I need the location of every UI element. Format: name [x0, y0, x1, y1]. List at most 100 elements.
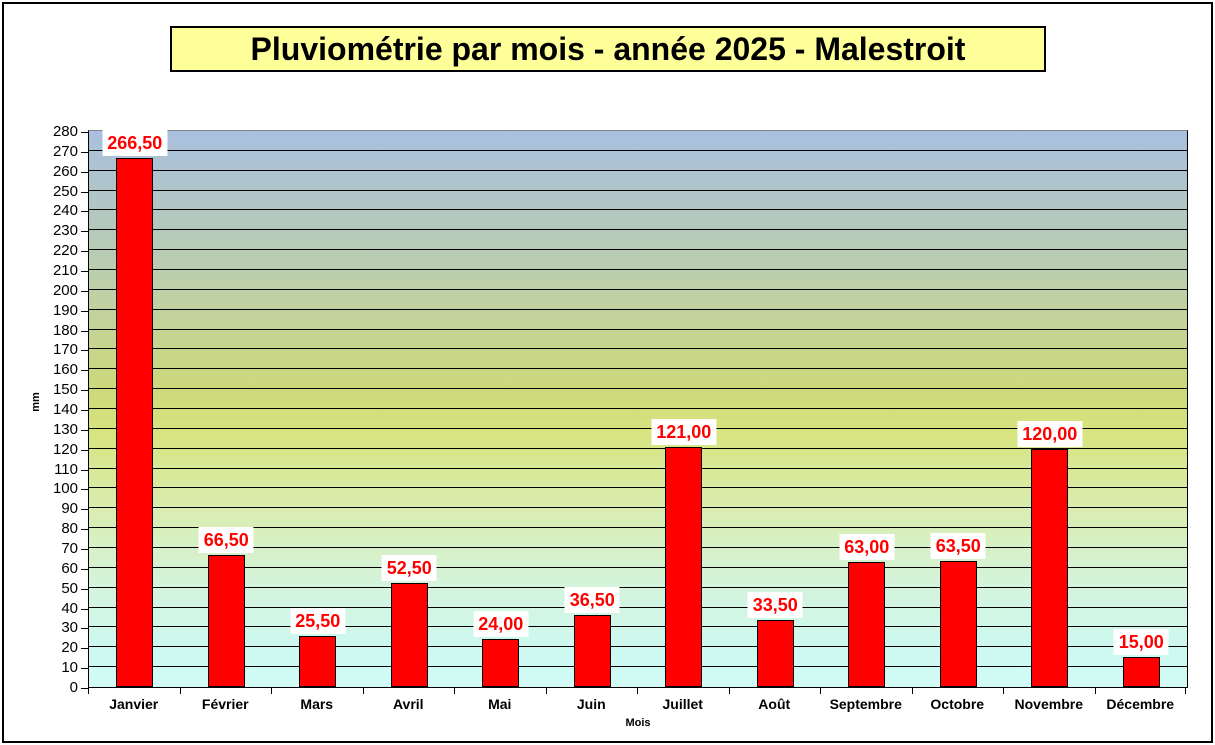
- bar-value-label: 15,00: [1113, 629, 1169, 656]
- bar-value-label: 121,00: [651, 418, 717, 445]
- y-axis-tick: [81, 251, 88, 253]
- x-axis-category-label: Juillet: [662, 696, 703, 712]
- bar-décembre: [1122, 657, 1160, 687]
- bar-juillet: [665, 446, 703, 687]
- x-axis-tick: [545, 688, 547, 694]
- y-axis-tick: [81, 132, 88, 133]
- gridline: [89, 467, 1187, 469]
- x-axis-title: Mois: [625, 717, 651, 729]
- bar-value-label: 120,00: [1017, 420, 1083, 447]
- y-axis-tick: [81, 469, 88, 471]
- y-axis-tick-label: 160: [52, 361, 78, 379]
- y-axis-tick-label: 200: [52, 281, 78, 299]
- y-axis-tick-label: 230: [52, 222, 78, 240]
- y-axis-tick-label: 30: [61, 619, 78, 637]
- gridline: [89, 189, 1187, 191]
- x-axis-category-label: Décembre: [1106, 696, 1175, 712]
- x-axis-category-label: Septembre: [829, 696, 902, 712]
- x-axis-ticks: [88, 688, 1188, 695]
- y-axis-tick: [81, 568, 88, 570]
- y-axis-tick: [81, 688, 88, 689]
- gridline: [89, 408, 1187, 409]
- gridline: [89, 566, 1187, 568]
- y-axis-tick: [81, 290, 88, 292]
- x-axis-tick: [911, 688, 913, 694]
- x-axis-tick: [88, 688, 89, 694]
- bar-value-label: 66,50: [198, 526, 254, 553]
- gridline: [89, 209, 1187, 211]
- y-axis-tick: [81, 449, 88, 451]
- gridline: [89, 606, 1187, 608]
- y-axis-ticks: [81, 130, 88, 689]
- gridline: [89, 308, 1187, 310]
- bar-juin: [573, 614, 611, 687]
- y-axis-tick-label: 220: [52, 242, 78, 260]
- bar-mars: [299, 636, 337, 687]
- bar-septembre: [848, 561, 886, 687]
- y-axis-tick: [81, 271, 88, 272]
- y-axis-tick: [81, 350, 88, 352]
- y-axis-tick-label: 180: [52, 321, 78, 339]
- gridline: [89, 269, 1187, 270]
- y-axis-tick: [81, 668, 88, 670]
- y-axis-tick-label: 260: [52, 162, 78, 180]
- y-axis-tick: [81, 628, 88, 630]
- y-axis-tick-labels: 0 10 20 30 40 50 60 70 80 90 100 110 120 130 140 150 160…: [0, 123, 78, 696]
- bar-février: [207, 554, 245, 687]
- gridline: [89, 666, 1187, 668]
- y-axis-tick-label: 170: [52, 341, 78, 359]
- bar-avril: [390, 582, 428, 687]
- x-axis-tick: [820, 688, 821, 694]
- y-axis-tick: [81, 608, 88, 610]
- y-axis-tick: [81, 151, 88, 153]
- x-axis-category-label: Mai: [488, 696, 512, 712]
- gridline: [89, 626, 1187, 628]
- x-axis-tick: [1003, 688, 1004, 694]
- x-axis-category-label: Octobre: [930, 696, 985, 712]
- y-axis-tick: [81, 231, 88, 233]
- y-axis-tick-label: 270: [52, 142, 78, 160]
- bar-value-label: 52,50: [381, 554, 437, 581]
- y-axis-tick: [81, 171, 88, 173]
- y-axis-tick-label: 210: [52, 262, 78, 279]
- bar-value-label: 24,00: [473, 611, 529, 638]
- y-axis-tick-label: 250: [52, 182, 78, 200]
- gridline: [89, 427, 1187, 429]
- x-axis-tick: [1185, 688, 1186, 694]
- gridline: [89, 348, 1187, 350]
- bar-janvier: [116, 157, 154, 687]
- x-axis-tick: [362, 688, 364, 694]
- bar-août: [756, 620, 794, 687]
- gridline: [89, 149, 1187, 151]
- bar-value-label: 63,00: [839, 533, 895, 560]
- y-axis-tick-label: 110: [54, 460, 78, 478]
- y-axis-tick-label: 190: [52, 301, 78, 319]
- gridline: [89, 169, 1187, 171]
- gridline: [89, 487, 1187, 489]
- gridline: [89, 249, 1187, 251]
- y-axis-tick-label: 100: [52, 480, 78, 498]
- bar-value-label: 266,50: [102, 129, 168, 156]
- x-axis-category-label: Février: [201, 696, 249, 712]
- chart-title: Pluviométrie par mois - année 2025 - Mal…: [170, 26, 1046, 72]
- y-axis-tick: [81, 310, 88, 312]
- y-axis-tick: [81, 509, 88, 511]
- y-axis-tick-label: 140: [52, 401, 78, 418]
- bar-octobre: [939, 560, 977, 687]
- x-axis-category-label: Juin: [576, 696, 606, 712]
- gridline: [89, 586, 1187, 588]
- gridline: [89, 646, 1187, 648]
- y-axis-tick: [81, 648, 88, 650]
- gridline: [89, 447, 1187, 449]
- x-axis-category-label: Mars: [300, 696, 334, 712]
- y-axis-tick: [81, 549, 88, 550]
- x-axis-category-labels: Janvier Février Mars Avril Mai Juin Juillet Aoû…: [88, 696, 1188, 716]
- y-axis-tick: [81, 588, 88, 590]
- y-axis-tick-label: 0: [69, 679, 78, 696]
- bar-value-label: 36,50: [564, 586, 620, 613]
- bar-value-label: 63,50: [930, 532, 986, 559]
- gridline: [89, 288, 1187, 290]
- y-axis-tick-label: 90: [61, 500, 78, 518]
- x-axis-category-label: Avril: [392, 696, 424, 712]
